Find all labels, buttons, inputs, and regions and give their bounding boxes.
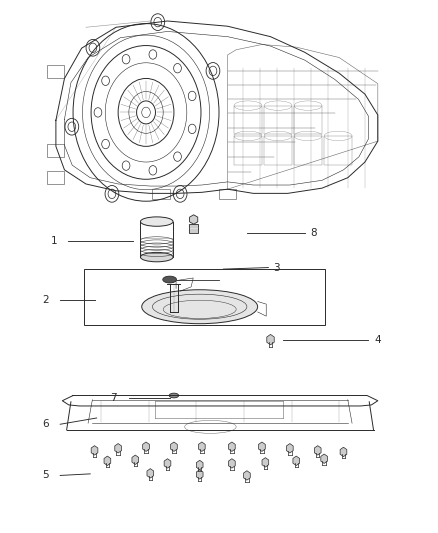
- Ellipse shape: [141, 217, 173, 227]
- Bar: [264, 106, 292, 134]
- Text: 2: 2: [42, 295, 49, 305]
- Polygon shape: [262, 458, 268, 467]
- Polygon shape: [293, 456, 300, 465]
- Polygon shape: [314, 446, 321, 455]
- Polygon shape: [229, 459, 235, 468]
- Polygon shape: [244, 471, 250, 480]
- Polygon shape: [286, 443, 293, 453]
- Polygon shape: [115, 443, 121, 453]
- Polygon shape: [340, 447, 347, 457]
- Polygon shape: [198, 442, 205, 451]
- Bar: [189, 224, 198, 233]
- Polygon shape: [132, 455, 139, 464]
- Text: 4: 4: [374, 335, 381, 345]
- Polygon shape: [91, 446, 98, 455]
- Bar: [84, 269, 325, 325]
- Bar: [294, 136, 322, 165]
- Polygon shape: [196, 461, 203, 470]
- Bar: [294, 106, 322, 134]
- Bar: [47, 144, 64, 157]
- Polygon shape: [321, 454, 328, 463]
- Polygon shape: [229, 442, 235, 451]
- Bar: [152, 189, 170, 199]
- Bar: [47, 171, 64, 184]
- Bar: [47, 66, 64, 78]
- Ellipse shape: [141, 253, 173, 262]
- Text: 6: 6: [42, 419, 49, 429]
- Polygon shape: [196, 470, 203, 479]
- Bar: [234, 106, 262, 134]
- Polygon shape: [143, 442, 149, 451]
- Text: 7: 7: [110, 393, 117, 403]
- Bar: [264, 136, 292, 165]
- Text: 5: 5: [42, 471, 49, 480]
- Polygon shape: [267, 334, 274, 345]
- Polygon shape: [258, 442, 265, 451]
- Polygon shape: [164, 459, 171, 468]
- Bar: [324, 136, 352, 165]
- Polygon shape: [104, 456, 111, 465]
- Polygon shape: [170, 442, 177, 451]
- Ellipse shape: [169, 393, 179, 398]
- Text: 8: 8: [310, 228, 317, 238]
- Text: 3: 3: [274, 263, 280, 272]
- Text: 1: 1: [50, 237, 57, 246]
- Ellipse shape: [163, 276, 177, 283]
- Bar: [219, 189, 236, 199]
- Polygon shape: [190, 215, 198, 224]
- Polygon shape: [147, 469, 154, 478]
- Bar: [234, 136, 262, 165]
- Ellipse shape: [142, 290, 258, 324]
